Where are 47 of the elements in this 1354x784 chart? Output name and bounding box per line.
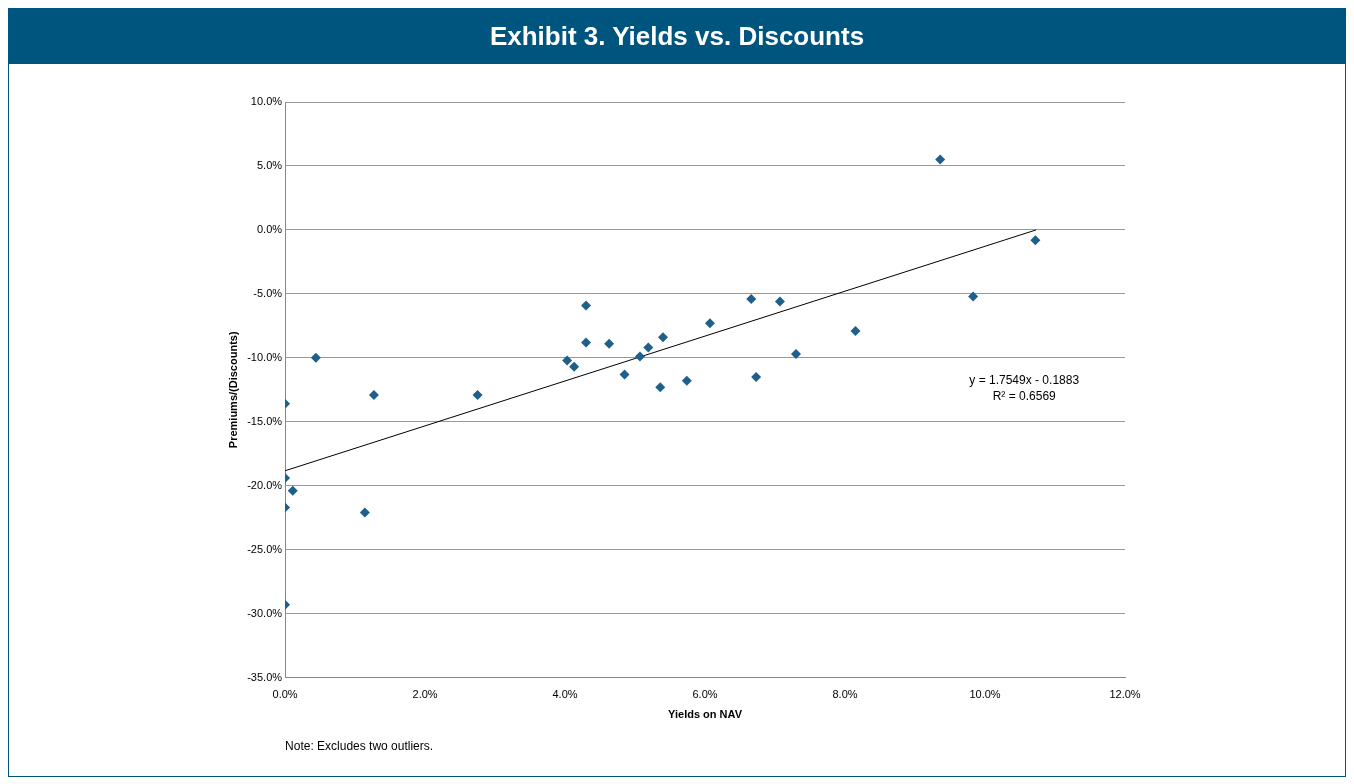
point <box>774 296 785 307</box>
point <box>968 291 979 302</box>
point <box>643 342 654 353</box>
x-tick-label: 4.0% <box>552 688 578 701</box>
x-tick-label: 10.0% <box>969 688 1001 701</box>
point <box>359 507 370 518</box>
x-tick-label: 6.0% <box>692 688 718 701</box>
y-tick-label: 5.0% <box>256 158 283 171</box>
y-tick-label: -20.0% <box>247 478 283 491</box>
y-tick-label: -35.0% <box>247 670 283 683</box>
y-tick-label: -15.0% <box>247 414 283 427</box>
x-tick-label: 0.0% <box>272 688 298 701</box>
point <box>604 338 615 349</box>
point <box>751 372 762 383</box>
x-tick-label: 12.0% <box>1109 688 1141 701</box>
point <box>310 352 321 363</box>
chart-title: Exhibit 3. Yields vs. Discounts <box>9 9 1345 64</box>
point <box>1030 235 1041 246</box>
point <box>569 361 580 372</box>
y-tick-label: -5.0% <box>253 286 283 299</box>
point <box>850 325 861 336</box>
y-axis-title: Premiums/(Discounts) <box>226 331 239 449</box>
point <box>562 355 573 366</box>
x-tick-label: 2.0% <box>412 688 438 701</box>
y-tick-label: -25.0% <box>247 542 283 555</box>
point <box>704 318 715 329</box>
y-tick-label: 10.0% <box>250 95 283 108</box>
y-tick-label: 0.0% <box>256 222 283 235</box>
point <box>619 369 630 380</box>
point <box>681 375 692 386</box>
point <box>791 348 802 359</box>
x-tick-label: 8.0% <box>832 688 858 701</box>
point <box>472 389 483 400</box>
point <box>634 351 645 362</box>
x-axis-title: Yields on NAV <box>668 708 743 721</box>
point <box>368 389 379 400</box>
point <box>581 300 592 311</box>
y-tick-label: -30.0% <box>247 606 283 619</box>
text: Note: Excludes two outliers. <box>285 738 434 753</box>
point <box>581 337 592 348</box>
point <box>658 332 669 343</box>
point <box>935 154 946 165</box>
point <box>655 382 666 393</box>
annotation: y = 1.7549x - 0.1883 R² = 0.6569 <box>969 373 1080 404</box>
y-tick-label: -10.0% <box>247 350 283 363</box>
point <box>287 485 298 496</box>
point <box>746 293 757 304</box>
